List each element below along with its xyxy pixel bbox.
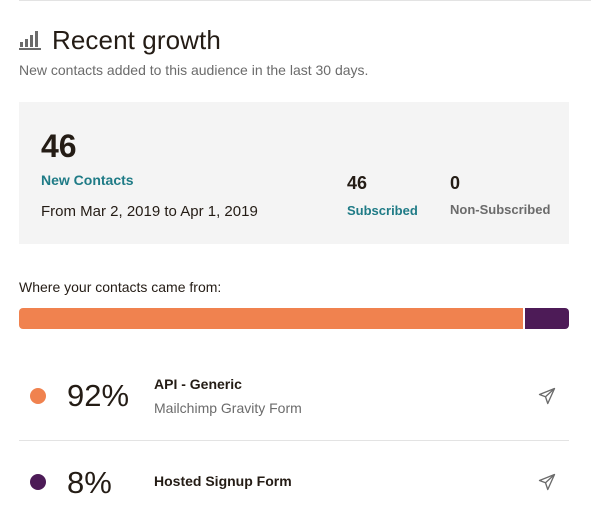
non-subscribed-count: 0 [450,173,461,193]
source-percent: 8% [67,465,112,500]
source-percent: 92% [67,378,130,413]
subscribed-label: Subscribed [347,203,418,218]
new-contacts-label: New Contacts [41,172,134,188]
sources-bar [19,308,569,329]
new-contacts-count: 46 [41,128,77,164]
source-bar-segment-hosted [525,308,569,329]
sources-heading: Where your contacts came from: [19,279,222,295]
subscribed-count: 46 [347,173,368,193]
row-divider [19,440,569,441]
page-title: Recent growth [52,24,221,55]
date-range: From Mar 2, 2019 to Apr 1, 2019 [41,203,258,220]
stats-panel: 46 New Contacts From Mar 2, 2019 to Apr … [19,102,569,244]
source-row-hosted: 8% Hosted Signup Form [19,443,569,523]
top-divider [19,0,591,1]
source-name: Hosted Signup Form [154,473,292,489]
section-subtitle: New contacts added to this audience in t… [19,62,369,78]
source-bar-segment-api [19,308,524,329]
section-header: Recent growth [19,24,221,56]
source-description: Mailchimp Gravity Form [154,400,302,416]
source-name: API - Generic [154,376,242,392]
non-subscribed-label: Non-Subscribed [450,202,551,217]
source-row-api: 92% API - Generic Mailchimp Gravity Form [19,356,569,436]
source-color-dot [30,474,46,490]
send-icon[interactable] [538,387,556,405]
send-icon[interactable] [538,473,556,491]
source-color-dot [30,388,46,404]
bar-chart-icon [19,31,41,50]
